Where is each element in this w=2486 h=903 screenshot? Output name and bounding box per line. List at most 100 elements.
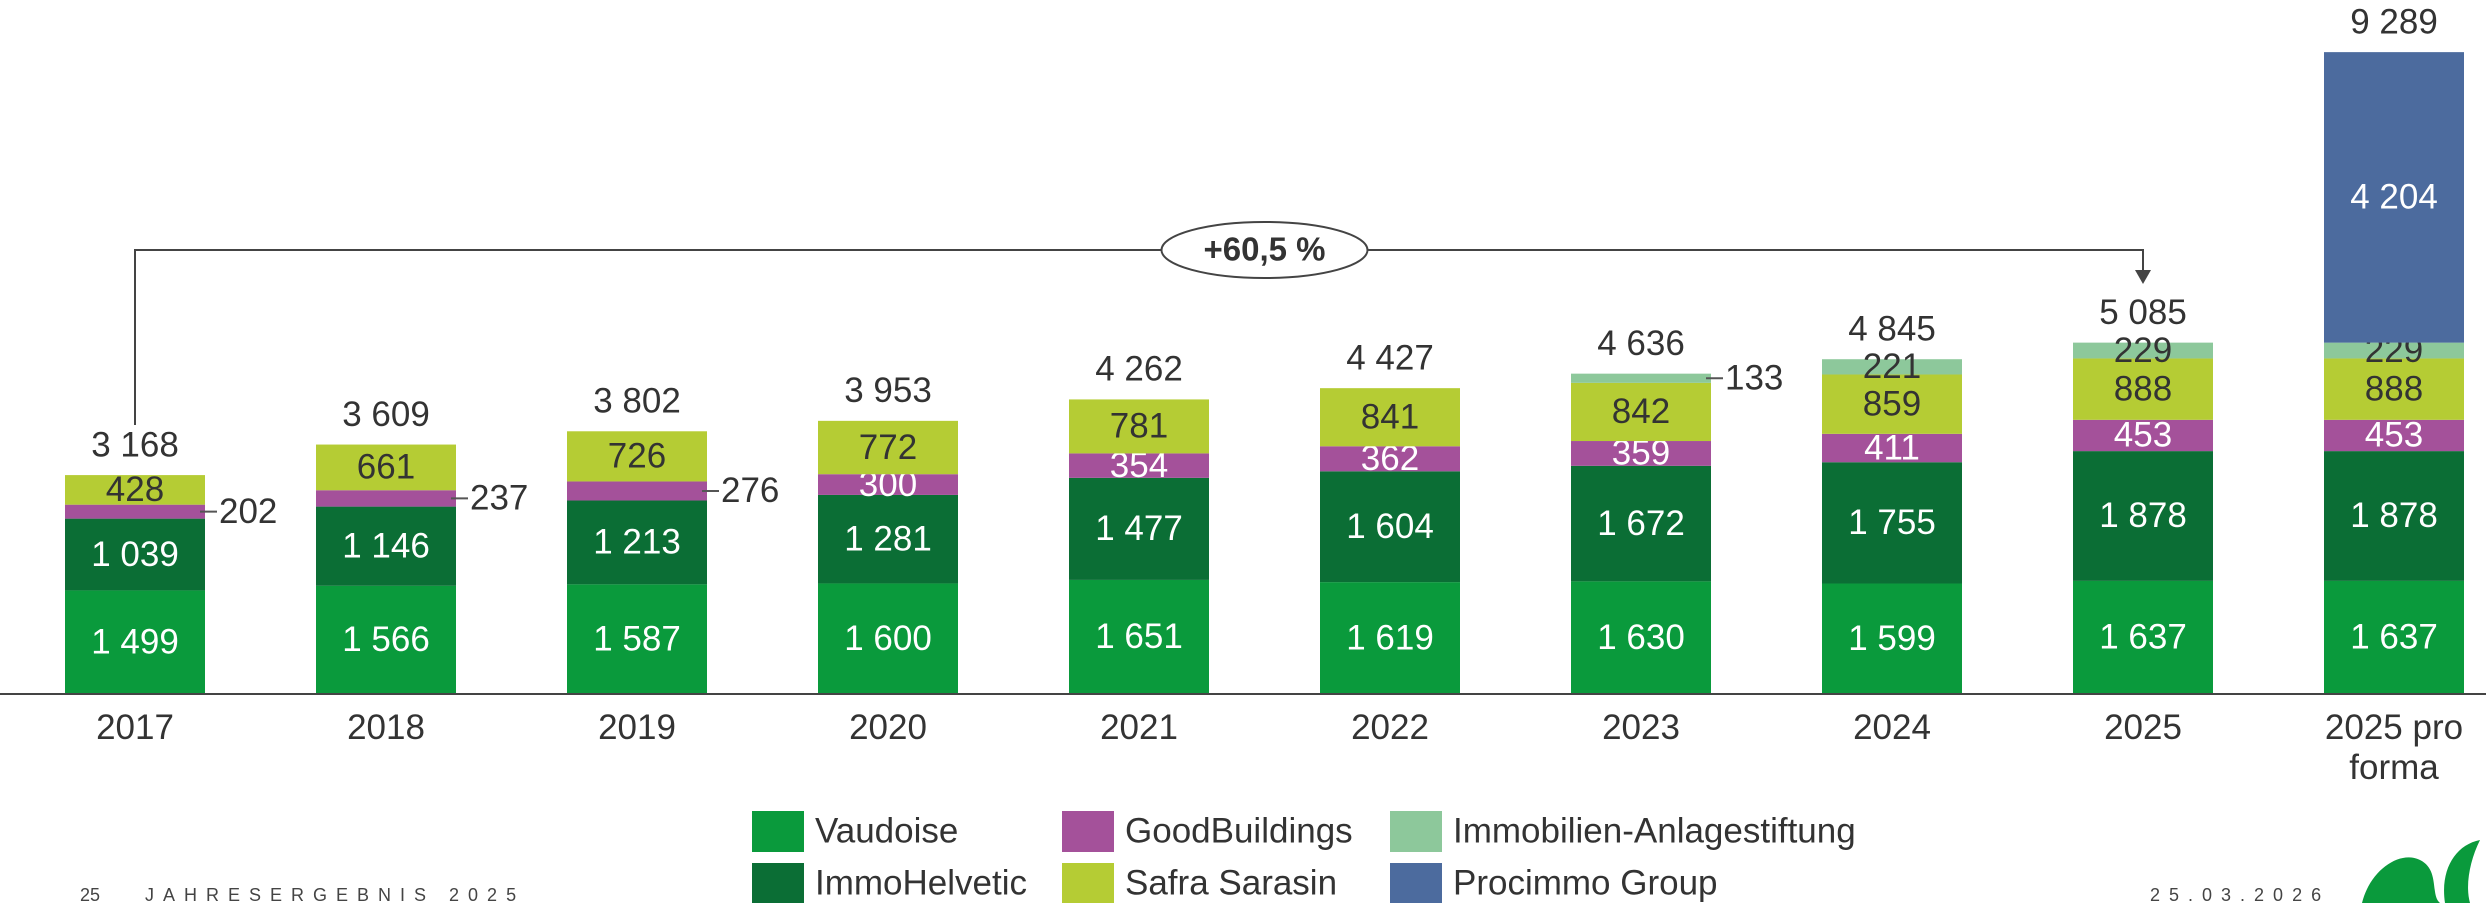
value-label: 237 <box>470 479 528 518</box>
value-label: 1 566 <box>342 620 430 659</box>
total-label: 4 427 <box>1346 338 1434 377</box>
bar-segment <box>65 518 205 591</box>
value-label: 453 <box>2365 416 2423 455</box>
value-label: 1 637 <box>2350 618 2438 657</box>
total-label: 4 636 <box>1597 324 1685 363</box>
bar-segment <box>1822 359 1962 375</box>
legend-swatch <box>1390 863 1442 903</box>
legend-label: Immobilien-Anlagestiftung <box>1453 811 1856 850</box>
value-label: 1 619 <box>1346 618 1434 657</box>
x-tick-label: 2025 <box>2104 708 2182 747</box>
bar-segment <box>2073 358 2213 420</box>
bar-segment <box>567 584 707 694</box>
bar-segment <box>1320 471 1460 583</box>
value-label: 726 <box>608 437 666 476</box>
value-label: 842 <box>1612 392 1670 431</box>
value-label: 1 599 <box>1848 619 1936 658</box>
annotation: +60,5 % <box>1203 231 1325 268</box>
annotation-line <box>134 249 2144 425</box>
total-label: 3 953 <box>844 371 932 410</box>
total-label: 3 802 <box>593 382 681 421</box>
value-label: 1 755 <box>1848 503 1936 542</box>
value-label: 1 039 <box>91 535 179 574</box>
value-label: 1 651 <box>1095 617 1183 656</box>
legend-label: ImmoHelvetic <box>815 863 1027 902</box>
bar-segment <box>65 590 205 694</box>
value-label: 133 <box>1725 358 1783 397</box>
x-tick-label: 2021 <box>1100 708 1178 747</box>
value-label: 888 <box>2365 369 2423 408</box>
legend-label: Safra Sarasin <box>1125 863 1337 902</box>
x-tick-label: 2025 pro forma <box>2324 708 2464 787</box>
bar-segment <box>2324 451 2464 581</box>
footer-title: JAHRESERGEBNIS 2025 <box>145 885 525 903</box>
bar-segment <box>2324 342 2464 359</box>
value-label: 1 213 <box>593 523 681 562</box>
total-label: 5 085 <box>2099 293 2187 332</box>
legend-swatch <box>1390 811 1442 852</box>
footer-date: 25.03.2026 <box>2150 885 2330 903</box>
value-label: 841 <box>1361 397 1419 436</box>
logo <box>2362 840 2480 903</box>
bar-segment <box>1320 582 1460 694</box>
value-label: 1 146 <box>342 526 430 565</box>
value-label: 202 <box>219 492 277 531</box>
value-label: 1 477 <box>1095 509 1183 548</box>
bar-segment <box>1822 374 1962 434</box>
value-label: 1 281 <box>844 519 932 558</box>
x-tick-label: 2019 <box>598 708 676 747</box>
bar-segment <box>1320 388 1460 447</box>
bar-segment <box>1571 441 1711 466</box>
value-label: 453 <box>2114 416 2172 455</box>
bar-segment <box>2324 52 2464 343</box>
bar-segment <box>316 506 456 586</box>
total-label: 3 609 <box>342 395 430 434</box>
bar-segment <box>818 420 958 475</box>
value-label: 859 <box>1863 384 1921 423</box>
bar-segment <box>1320 446 1460 472</box>
value-label: 1 604 <box>1346 507 1434 546</box>
value-label: 661 <box>357 448 415 487</box>
bar-segment <box>2073 419 2213 452</box>
total-label: 9 289 <box>2350 2 2438 41</box>
legend-swatch <box>1062 811 1114 852</box>
x-tick-label: 2017 <box>96 708 174 747</box>
bar-segment <box>1822 462 1962 584</box>
bar-segment <box>2324 580 2464 694</box>
value-label: 4 204 <box>2350 178 2438 217</box>
bar-segment <box>818 583 958 694</box>
value-label: 888 <box>2114 369 2172 408</box>
value-label: 1 600 <box>844 619 932 658</box>
bar-segment <box>65 504 205 519</box>
bar-segment <box>1571 465 1711 582</box>
bar-segment <box>818 494 958 584</box>
bar-segment <box>567 431 707 482</box>
legend-label: Procimmo Group <box>1453 863 1718 902</box>
value-label: 276 <box>721 471 779 510</box>
value-label: 1 630 <box>1597 618 1685 657</box>
total-label: 4 262 <box>1095 350 1183 389</box>
bar-segment <box>818 474 958 495</box>
bar-segment <box>1069 453 1209 478</box>
bar-segment <box>2324 358 2464 420</box>
value-label: 221 <box>1863 347 1921 386</box>
value-label: 229 <box>2114 331 2172 370</box>
bar-segment <box>1069 477 1209 580</box>
value-label: 411 <box>1864 428 1920 467</box>
annotation-box <box>1160 221 1369 279</box>
value-label: 1 878 <box>2099 496 2187 535</box>
bar-segment <box>65 475 205 505</box>
value-label: 772 <box>859 428 917 467</box>
legend-swatch <box>752 811 804 852</box>
bar-segment <box>2073 451 2213 581</box>
bar-segment <box>2324 419 2464 452</box>
bar-segment <box>316 490 456 507</box>
bar-segment <box>567 481 707 501</box>
bar-segment <box>1069 579 1209 694</box>
value-label: 428 <box>106 470 164 509</box>
x-tick-label: 2024 <box>1853 708 1931 747</box>
bar-segment <box>1069 399 1209 454</box>
legend-label: GoodBuildings <box>1125 811 1353 850</box>
footer-page: 25 <box>80 885 100 903</box>
